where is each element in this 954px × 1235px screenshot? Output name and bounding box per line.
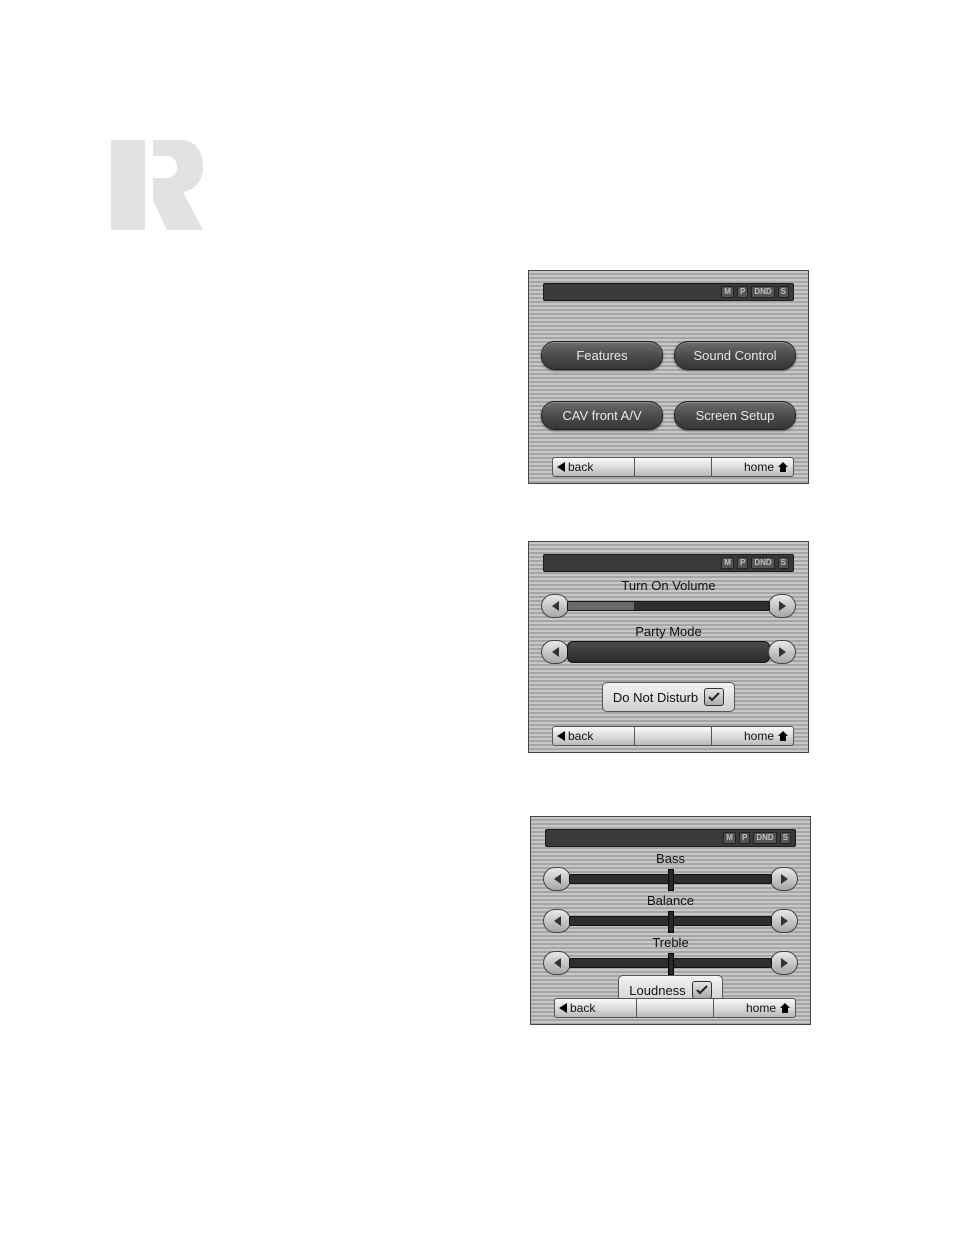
treble-thumb	[668, 953, 674, 975]
party-mode-label: Party Mode	[541, 624, 796, 639]
back-arrow-icon	[557, 462, 565, 472]
bass-row: Bass	[543, 851, 798, 891]
sound-control-screen: M P DND S Bass Balance Treble Loudness	[530, 816, 811, 1025]
footer-bar: back home	[552, 457, 794, 477]
back-label: back	[568, 460, 593, 474]
features-button[interactable]: Features	[541, 341, 663, 370]
balance-label: Balance	[543, 893, 798, 908]
footer-spacer	[635, 726, 713, 746]
balance-thumb	[668, 911, 674, 933]
volume-fill	[568, 602, 634, 610]
status-s-icon: S	[780, 832, 791, 844]
footer-spacer	[635, 457, 713, 477]
status-p-icon: P	[737, 557, 748, 569]
party-next-button[interactable]	[768, 640, 796, 664]
turn-on-volume-row: Turn On Volume	[541, 578, 796, 618]
right-arrow-icon	[781, 874, 788, 884]
sound-control-button[interactable]: Sound Control	[674, 341, 796, 370]
bass-thumb	[668, 869, 674, 891]
status-bar: M P DND S	[545, 829, 796, 847]
home-button[interactable]: home	[714, 998, 796, 1018]
dnd-row: Do Not Disturb	[529, 682, 808, 712]
back-label: back	[568, 729, 593, 743]
brand-logo	[111, 140, 203, 230]
party-mode-track[interactable]	[567, 641, 770, 663]
back-button[interactable]: back	[552, 457, 635, 477]
treble-row: Treble	[543, 935, 798, 975]
dnd-checkbox[interactable]	[704, 688, 724, 706]
volume-track[interactable]	[567, 601, 770, 611]
left-arrow-icon	[552, 647, 559, 657]
back-button[interactable]: back	[554, 998, 637, 1018]
home-icon	[777, 730, 789, 742]
balance-right-button[interactable]	[770, 909, 798, 933]
right-arrow-icon	[781, 958, 788, 968]
loudness-checkbox[interactable]	[692, 981, 712, 999]
left-arrow-icon	[554, 916, 561, 926]
status-m-icon: M	[721, 557, 734, 569]
volume-decrease-button[interactable]	[541, 594, 569, 618]
status-m-icon: M	[721, 286, 734, 298]
dnd-label: Do Not Disturb	[613, 690, 698, 705]
right-arrow-icon	[779, 601, 786, 611]
balance-row: Balance	[543, 893, 798, 933]
bass-decrease-button[interactable]	[543, 867, 571, 891]
cav-front-av-button[interactable]: CAV front A/V	[541, 401, 663, 430]
loudness-label: Loudness	[629, 983, 685, 998]
back-button[interactable]: back	[552, 726, 635, 746]
status-s-icon: S	[778, 557, 789, 569]
left-arrow-icon	[554, 874, 561, 884]
home-label: home	[744, 729, 774, 743]
home-button[interactable]: home	[712, 457, 794, 477]
treble-track[interactable]	[569, 958, 772, 968]
treble-decrease-button[interactable]	[543, 951, 571, 975]
home-icon	[779, 1002, 791, 1014]
home-label: home	[744, 460, 774, 474]
features-screen: M P DND S Turn On Volume Party Mode Do N…	[528, 541, 809, 753]
screen-setup-button[interactable]: Screen Setup	[674, 401, 796, 430]
home-label: home	[746, 1001, 776, 1015]
status-dnd-icon: DND	[751, 286, 774, 298]
back-arrow-icon	[559, 1003, 567, 1013]
bass-track[interactable]	[569, 874, 772, 884]
party-mode-row: Party Mode	[541, 624, 796, 664]
turn-on-volume-label: Turn On Volume	[541, 578, 796, 593]
status-p-icon: P	[739, 832, 750, 844]
balance-track[interactable]	[569, 916, 772, 926]
back-arrow-icon	[557, 731, 565, 741]
status-dnd-icon: DND	[753, 832, 776, 844]
back-label: back	[570, 1001, 595, 1015]
status-m-icon: M	[723, 832, 736, 844]
home-button[interactable]: home	[712, 726, 794, 746]
do-not-disturb-button[interactable]: Do Not Disturb	[602, 682, 735, 712]
volume-increase-button[interactable]	[768, 594, 796, 618]
bass-increase-button[interactable]	[770, 867, 798, 891]
options-menu-screen: M P DND S Features Sound Control CAV fro…	[528, 270, 809, 484]
footer-bar: back home	[552, 726, 794, 746]
right-arrow-icon	[781, 916, 788, 926]
status-bar: M P DND S	[543, 554, 794, 572]
status-bar: M P DND S	[543, 283, 794, 301]
status-dnd-icon: DND	[751, 557, 774, 569]
left-arrow-icon	[554, 958, 561, 968]
bass-label: Bass	[543, 851, 798, 866]
footer-bar: back home	[554, 998, 796, 1018]
treble-label: Treble	[543, 935, 798, 950]
right-arrow-icon	[779, 647, 786, 657]
status-p-icon: P	[737, 286, 748, 298]
left-arrow-icon	[552, 601, 559, 611]
footer-spacer	[637, 998, 715, 1018]
party-prev-button[interactable]	[541, 640, 569, 664]
treble-increase-button[interactable]	[770, 951, 798, 975]
home-icon	[777, 461, 789, 473]
status-s-icon: S	[778, 286, 789, 298]
balance-left-button[interactable]	[543, 909, 571, 933]
